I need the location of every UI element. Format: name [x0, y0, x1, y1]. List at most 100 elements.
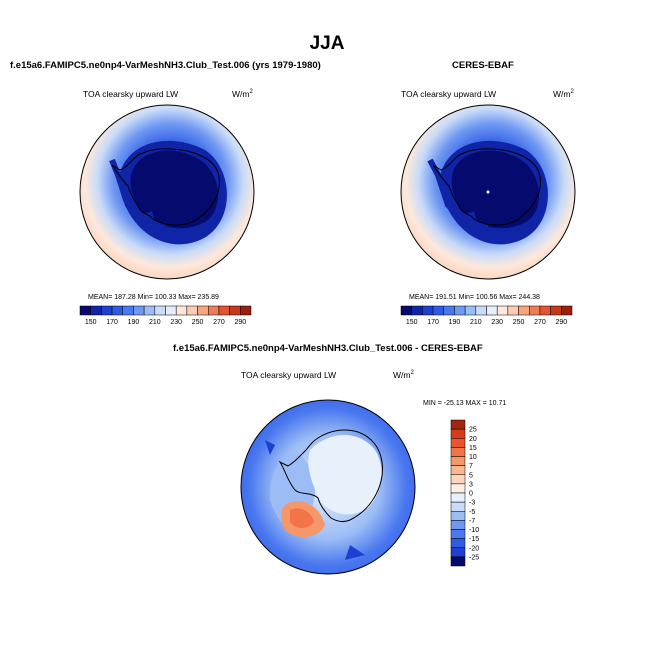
- left-colorbar-swatch: [165, 305, 177, 316]
- diff-colorbar-swatch: [450, 556, 466, 567]
- diff-colorbar-tick-label: 15: [469, 445, 477, 452]
- left-variable-label: TOA clearsky upward LW: [83, 89, 179, 99]
- right-colorbar-swatch: [529, 305, 541, 316]
- left-colorbar-swatch: [175, 305, 188, 316]
- left-antarctica-coastline: [111, 148, 220, 226]
- left-colorbar-swatch: [208, 305, 220, 316]
- left-colorbar-swatch: [111, 305, 123, 316]
- diff-stats: MIN = -25.13 MAX = 10.71: [423, 400, 507, 407]
- diff-colorbar-swatch: [450, 547, 466, 558]
- season-title: JJA: [309, 33, 345, 54]
- diff-colorbar-tick-label: -3: [469, 500, 475, 507]
- right-colorbar-tick-label: 170: [427, 319, 439, 326]
- diff-colorbar-tick-label: 20: [469, 436, 477, 443]
- right-colorbar-swatch: [400, 305, 412, 316]
- right-colorbar-tick-label: 190: [449, 319, 461, 326]
- right-colorbar-swatch: [443, 305, 455, 316]
- right-colorbar-tick-label: 250: [513, 319, 525, 326]
- diff-colorbar-swatch: [450, 538, 466, 548]
- diff-colorbar-tick-label: -7: [469, 518, 475, 525]
- left-colorbar-tick-label: 290: [234, 319, 246, 326]
- diff-variable-label: TOA clearsky upward LW: [241, 370, 337, 380]
- diff-colorbar-swatch: [450, 465, 466, 475]
- left-colorbar-swatch: [143, 305, 156, 316]
- diff-colorbar-tick-label: -15: [469, 536, 479, 543]
- left-colorbar-swatch: [197, 305, 209, 316]
- left-colorbar-tick-label: 170: [106, 319, 118, 326]
- right-colorbar-swatch: [486, 305, 498, 316]
- diff-colorbar-tick-label: 3: [469, 481, 473, 488]
- left-colorbar-tick-label: 270: [213, 319, 225, 326]
- diff-colorbar-swatch: [450, 456, 466, 466]
- right-variable-label: TOA clearsky upward LW: [401, 89, 497, 99]
- diff-colorbar-swatch: [450, 529, 466, 539]
- left-colorbar-tick-label: 230: [170, 319, 182, 326]
- right-colorbar-tick-label: 210: [470, 319, 482, 326]
- right-colorbar-swatch: [539, 305, 551, 316]
- right-colorbar-swatch: [454, 305, 466, 316]
- diff-colorbar-tick-label: -20: [469, 545, 479, 552]
- diff-colorbar-swatch: [450, 520, 466, 530]
- left-polar-map: [80, 105, 254, 279]
- right-colorbar: 150 170 190 210 230 250 270 290: [400, 305, 573, 326]
- panel-diff-title: f.e15a6.FAMIPC5.ne0np4-VarMeshNH3.Club_T…: [173, 343, 483, 354]
- panel-left-title: f.e15a6.FAMIPC5.ne0np4-VarMeshNH3.Club_T…: [10, 60, 321, 71]
- left-colorbar: 150 170 190 210 230 250 270 290: [79, 305, 252, 326]
- right-units-label: W/m2: [553, 89, 574, 99]
- right-colorbar-swatch: [475, 305, 487, 316]
- left-colorbar-tick-label: 250: [192, 319, 204, 326]
- right-colorbar-swatch: [496, 305, 509, 316]
- left-colorbar-swatch: [186, 305, 198, 316]
- right-colorbar-swatch: [432, 305, 444, 316]
- right-map-border: [400, 104, 576, 280]
- right-colorbar-swatch: [550, 305, 562, 316]
- diff-colorbar-tick-label: 25: [469, 427, 477, 434]
- diff-colorbar-tick-label: -5: [469, 509, 475, 516]
- left-stats: MEAN= 187.28 Min= 100.33 Max= 235.89: [88, 294, 219, 301]
- diff-colorbar-tick-label: -10: [469, 527, 479, 534]
- right-polar-map: [401, 105, 575, 279]
- right-antarctica-coastline: [432, 148, 541, 226]
- diff-colorbar-swatch: [450, 511, 466, 521]
- diff-map-border: [240, 399, 416, 575]
- diff-colorbar-tick-label: 0: [469, 491, 473, 498]
- diff-antarctica-coastline: [278, 429, 383, 522]
- right-colorbar-swatch: [507, 305, 519, 316]
- left-colorbar-swatch: [229, 305, 241, 316]
- left-colorbar-tick-label: 150: [85, 319, 97, 326]
- diff-colorbar-swatch: [450, 501, 466, 512]
- right-colorbar-swatch: [518, 305, 530, 316]
- left-units-label: W/m2: [232, 89, 253, 99]
- right-stats: MEAN= 191.51 Min= 100.56 Max= 244.38: [409, 294, 540, 301]
- right-colorbar-tick-label: 150: [406, 319, 418, 326]
- left-colorbar-swatch: [79, 305, 91, 316]
- diff-units-label: W/m2: [393, 370, 414, 380]
- right-colorbar-swatch: [422, 305, 434, 316]
- diff-colorbar-tick-label: 5: [469, 472, 473, 479]
- diff-colorbar-swatch: [450, 483, 466, 494]
- right-colorbar-tick-label: 270: [534, 319, 546, 326]
- left-colorbar-swatch: [240, 305, 252, 316]
- left-colorbar-tick-label: 210: [149, 319, 161, 326]
- right-colorbar-tick-label: 230: [491, 319, 503, 326]
- left-colorbar-tick-label: 190: [128, 319, 140, 326]
- diff-colorbar-tick-label: 7: [469, 463, 473, 470]
- diff-colorbar-swatch: [450, 419, 466, 430]
- left-colorbar-swatch: [133, 305, 145, 316]
- right-antarctica-core: [451, 150, 540, 229]
- diff-colorbar-swatch: [450, 447, 466, 457]
- left-antarctica-core: [130, 150, 219, 229]
- diff-colorbar-swatch: [450, 438, 466, 448]
- right-colorbar-tick-label: 290: [555, 319, 567, 326]
- left-colorbar-swatch: [101, 305, 113, 316]
- diff-polar-map: [241, 400, 415, 574]
- left-colorbar-swatch: [154, 305, 166, 316]
- diff-colorbar: 25 20 15 10 7 5 3 0 -3 -5 -7 -10 -15 -20 -25: [450, 419, 479, 567]
- right-colorbar-swatch: [561, 305, 573, 316]
- panel-right-title: CERES-EBAF: [452, 60, 514, 71]
- left-colorbar-swatch: [90, 305, 102, 316]
- diff-colorbar-swatch: [450, 492, 466, 503]
- diff-colorbar-swatch: [450, 474, 466, 485]
- right-colorbar-swatch: [411, 305, 423, 316]
